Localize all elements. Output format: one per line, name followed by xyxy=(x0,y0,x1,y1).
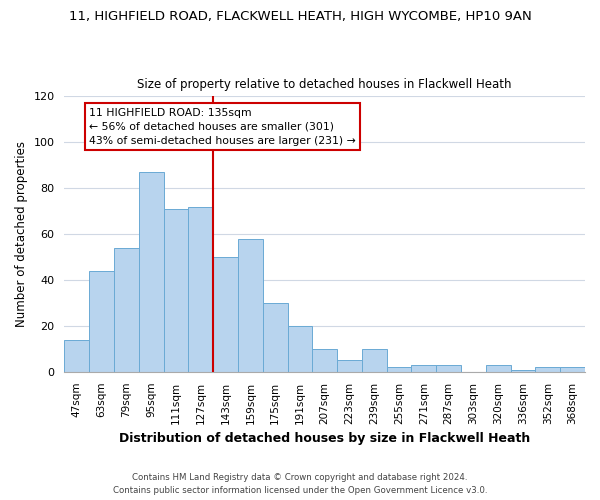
Bar xyxy=(337,360,362,372)
Bar xyxy=(386,367,412,372)
Bar xyxy=(139,172,164,372)
Bar xyxy=(535,367,560,372)
Bar xyxy=(263,303,287,372)
Bar xyxy=(188,206,213,372)
Bar xyxy=(486,365,511,372)
Bar xyxy=(313,349,337,372)
Bar xyxy=(64,340,89,372)
Bar xyxy=(114,248,139,372)
Y-axis label: Number of detached properties: Number of detached properties xyxy=(15,141,28,327)
Bar xyxy=(213,257,238,372)
Bar xyxy=(511,370,535,372)
Bar xyxy=(89,271,114,372)
Bar xyxy=(560,367,585,372)
Text: 11 HIGHFIELD ROAD: 135sqm
← 56% of detached houses are smaller (301)
43% of semi: 11 HIGHFIELD ROAD: 135sqm ← 56% of detac… xyxy=(89,108,356,146)
Bar xyxy=(436,365,461,372)
Text: 11, HIGHFIELD ROAD, FLACKWELL HEATH, HIGH WYCOMBE, HP10 9AN: 11, HIGHFIELD ROAD, FLACKWELL HEATH, HIG… xyxy=(68,10,532,23)
Text: Contains HM Land Registry data © Crown copyright and database right 2024.
Contai: Contains HM Land Registry data © Crown c… xyxy=(113,474,487,495)
Bar xyxy=(238,238,263,372)
Bar xyxy=(362,349,386,372)
Bar xyxy=(287,326,313,372)
Title: Size of property relative to detached houses in Flackwell Heath: Size of property relative to detached ho… xyxy=(137,78,512,91)
Bar xyxy=(412,365,436,372)
Bar xyxy=(164,209,188,372)
X-axis label: Distribution of detached houses by size in Flackwell Heath: Distribution of detached houses by size … xyxy=(119,432,530,445)
